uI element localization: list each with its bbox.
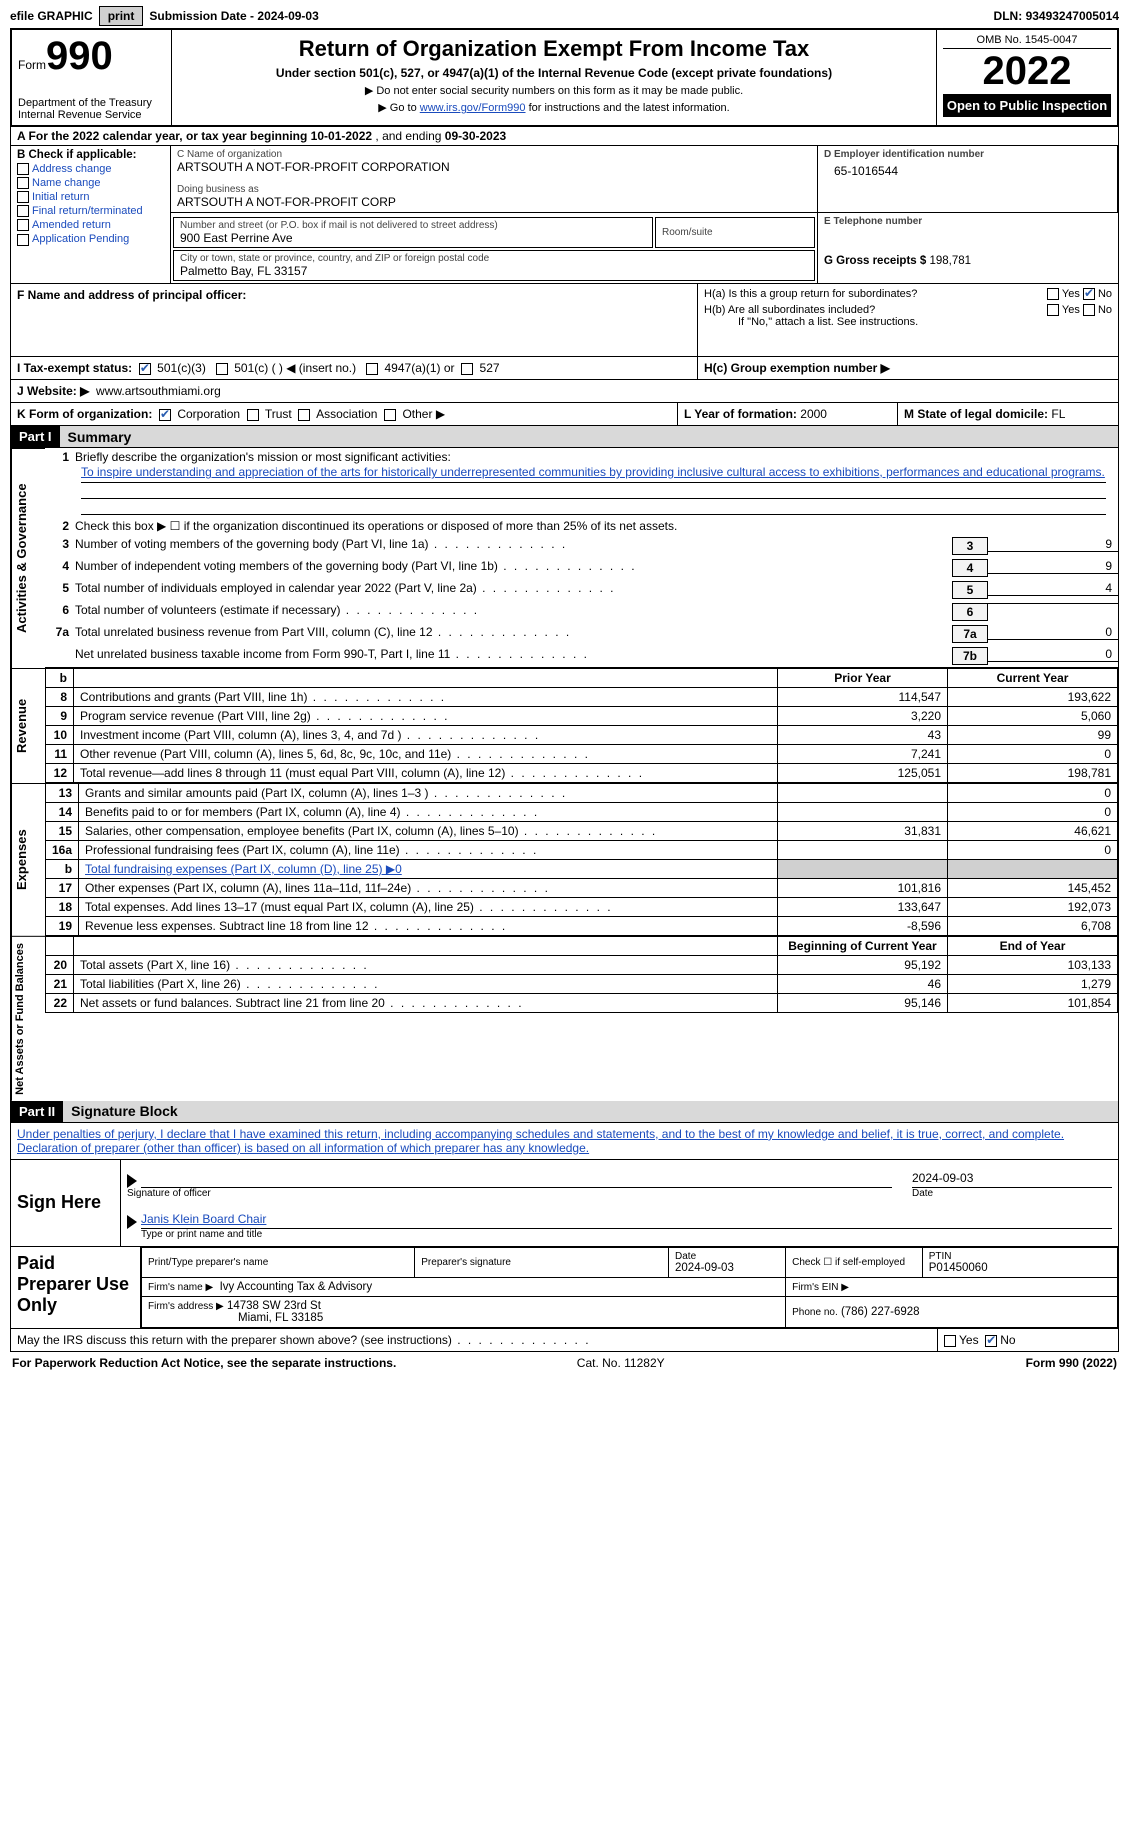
row-i-hc: I Tax-exempt status: 501(c)(3) 501(c) ( … [10, 357, 1119, 380]
address-cell: Number and street (or P.O. box if mail i… [171, 213, 818, 284]
side-expenses: Expenses [11, 783, 45, 936]
form-of-org: K Form of organization: Corporation Trus… [11, 403, 678, 425]
top-bar: efile GRAPHIC print Submission Date - 20… [10, 6, 1119, 26]
revenue-table: bPrior YearCurrent Year 8Contributions a… [45, 668, 1118, 783]
tax-year: 2022 [943, 49, 1111, 94]
line-a: A For the 2022 calendar year, or tax yea… [10, 127, 1119, 146]
discuss-no[interactable] [985, 1335, 997, 1347]
group-return: H(a) Is this a group return for subordin… [698, 284, 1118, 356]
chk-527[interactable] [461, 363, 473, 375]
summary-financial: Revenue bPrior YearCurrent Year 8Contrib… [10, 668, 1119, 783]
dln: DLN: 93493247005014 [994, 9, 1119, 23]
page-footer: For Paperwork Reduction Act Notice, see … [10, 1352, 1119, 1370]
chk-initial-return[interactable]: Initial return [17, 191, 164, 203]
fin-row: 18Total expenses. Add lines 13–17 (must … [46, 898, 1118, 917]
chk-501c[interactable] [216, 363, 228, 375]
chk-corporation[interactable] [159, 409, 171, 421]
triangle-icon [127, 1174, 137, 1188]
chk-other[interactable] [384, 409, 396, 421]
summary-row: 4Number of independent voting members of… [45, 557, 1118, 579]
chk-501c3[interactable] [139, 363, 151, 375]
fin-row: 19Revenue less expenses. Subtract line 1… [46, 917, 1118, 936]
submission-label: Submission Date - 2024-09-03 [149, 9, 318, 23]
chk-address-change[interactable]: Address change [17, 163, 164, 175]
sign-here-block: Sign Here Signature of officer 2024-09-0… [10, 1160, 1119, 1247]
row-j: J Website: ▶ www.artsouthmiami.org [10, 380, 1119, 403]
fin-row: 21Total liabilities (Part X, line 26)461… [46, 975, 1118, 994]
col-b: B Check if applicable: Address change Na… [11, 146, 171, 284]
form-id-cell: Form990 Department of the Treasury Inter… [12, 30, 172, 125]
paid-preparer-label: Paid Preparer Use Only [11, 1247, 141, 1328]
website-value: www.artsouthmiami.org [96, 384, 221, 398]
chk-name-change[interactable]: Name change [17, 177, 164, 189]
triangle-icon [127, 1215, 137, 1229]
section-bcd: B Check if applicable: Address change Na… [10, 146, 1119, 284]
fin-row: 15Salaries, other compensation, employee… [46, 822, 1118, 841]
chk-4947[interactable] [366, 363, 378, 375]
efile-label: efile GRAPHIC [10, 9, 93, 23]
chk-application-pending[interactable]: Application Pending [17, 233, 164, 245]
net-assets-table: Beginning of Current YearEnd of Year 20T… [45, 936, 1118, 1013]
omb-number: OMB No. 1545-0047 [943, 34, 1111, 49]
form-header: Form990 Department of the Treasury Inter… [10, 28, 1119, 127]
fin-row: 14Benefits paid to or for members (Part … [46, 803, 1118, 822]
open-to-public: Open to Public Inspection [943, 94, 1111, 117]
fin-row: 12Total revenue—add lines 8 through 11 (… [46, 764, 1118, 783]
perjury-declaration: Under penalties of perjury, I declare th… [10, 1123, 1119, 1160]
expenses-table: 13Grants and similar amounts paid (Part … [45, 783, 1118, 936]
fin-row: 10Investment income (Part VIII, column (… [46, 726, 1118, 745]
paid-preparer-block: Paid Preparer Use Only Print/Type prepar… [10, 1247, 1119, 1329]
mission-text: To inspire understanding and appreciatio… [81, 464, 1106, 483]
chk-association[interactable] [298, 409, 310, 421]
fin-row: 20Total assets (Part X, line 16)95,19210… [46, 956, 1118, 975]
fin-row: 11Other revenue (Part VIII, column (A), … [46, 745, 1118, 764]
telephone-cell: E Telephone number G Gross receipts $ 19… [818, 213, 1118, 284]
row-klm: K Form of organization: Corporation Trus… [10, 403, 1119, 426]
sign-here-label: Sign Here [11, 1160, 121, 1246]
summary-row: 6Total number of volunteers (estimate if… [45, 601, 1118, 623]
fin-row: bTotal fundraising expenses (Part IX, co… [46, 860, 1118, 879]
print-button[interactable]: print [99, 6, 144, 26]
part-1-header: Part I Summary [10, 426, 1119, 448]
fin-row: 8Contributions and grants (Part VIII, li… [46, 688, 1118, 707]
summary-row: 5Total number of individuals employed in… [45, 579, 1118, 601]
fin-row: 9Program service revenue (Part VIII, lin… [46, 707, 1118, 726]
org-name-cell: C Name of organization ARTSOUTH A NOT-FO… [171, 146, 818, 213]
group-exemption: H(c) Group exemption number ▶ [698, 357, 1118, 379]
summary-row: Net unrelated business taxable income fr… [45, 645, 1118, 667]
chk-final-return[interactable]: Final return/terminated [17, 205, 164, 217]
row-fh: F Name and address of principal officer:… [10, 284, 1119, 357]
summary-row: 7aTotal unrelated business revenue from … [45, 623, 1118, 645]
header-note-1: ▶ Do not enter social security numbers o… [178, 84, 930, 97]
side-revenue: Revenue [11, 668, 45, 783]
side-net-assets: Net Assets or Fund Balances [11, 936, 45, 1101]
fin-row: 16aProfessional fundraising fees (Part I… [46, 841, 1118, 860]
summary-governance: Activities & Governance 1 Briefly descri… [10, 448, 1119, 668]
header-note-2: ▶ Go to www.irs.gov/Form990 for instruct… [178, 101, 930, 114]
discuss-yes[interactable] [944, 1335, 956, 1347]
tax-exempt-status: I Tax-exempt status: 501(c)(3) 501(c) ( … [11, 357, 698, 379]
fin-row: 13Grants and similar amounts paid (Part … [46, 784, 1118, 803]
irs-link[interactable]: www.irs.gov/Form990 [420, 102, 526, 114]
chk-trust[interactable] [247, 409, 259, 421]
irs-discuss-row: May the IRS discuss this return with the… [10, 1329, 1119, 1352]
fin-row: 17Other expenses (Part IX, column (A), l… [46, 879, 1118, 898]
dept-label: Department of the Treasury Internal Reve… [18, 97, 165, 121]
form-subtitle: Under section 501(c), 527, or 4947(a)(1)… [178, 66, 930, 80]
principal-officer: F Name and address of principal officer: [11, 284, 698, 356]
ein-cell: D Employer identification number 65-1016… [818, 146, 1118, 213]
chk-amended-return[interactable]: Amended return [17, 219, 164, 231]
fin-row: 22Net assets or fund balances. Subtract … [46, 994, 1118, 1013]
side-governance: Activities & Governance [11, 448, 45, 668]
summary-row: 3Number of voting members of the governi… [45, 535, 1118, 557]
form-title: Return of Organization Exempt From Incom… [178, 36, 930, 62]
part-2-header: Part II Signature Block [10, 1101, 1119, 1123]
